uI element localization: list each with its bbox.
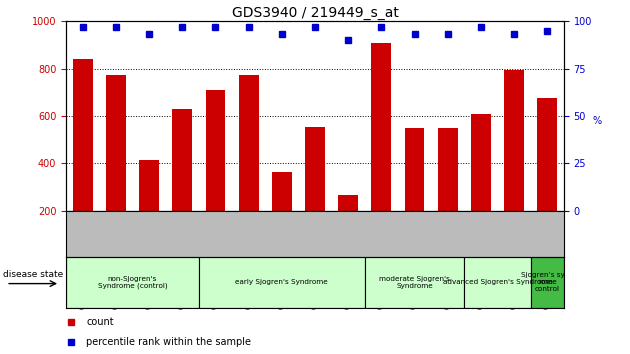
Bar: [404, 128, 425, 258]
Bar: [239, 74, 258, 258]
Text: non-Sjogren's
Syndrome (control): non-Sjogren's Syndrome (control): [98, 275, 168, 289]
Text: disease state: disease state: [3, 270, 64, 279]
Bar: [272, 172, 292, 258]
Y-axis label: %: %: [593, 116, 602, 126]
Bar: [464, 257, 530, 308]
Bar: [504, 70, 524, 258]
Bar: [106, 74, 126, 258]
Title: GDS3940 / 219449_s_at: GDS3940 / 219449_s_at: [232, 6, 398, 20]
Bar: [73, 59, 93, 258]
Bar: [530, 257, 564, 308]
Bar: [438, 128, 457, 258]
Bar: [338, 195, 358, 258]
Text: Sjogren’s synd
rome
control: Sjogren’s synd rome control: [521, 272, 574, 292]
Bar: [365, 257, 464, 308]
Bar: [471, 114, 491, 258]
Text: early Sjogren's Syndrome: early Sjogren's Syndrome: [236, 279, 328, 285]
Text: moderate Sjogren's
Syndrome: moderate Sjogren's Syndrome: [379, 276, 450, 289]
Bar: [372, 42, 391, 258]
Bar: [537, 98, 557, 258]
Text: count: count: [86, 318, 113, 327]
Bar: [173, 109, 192, 258]
Bar: [139, 160, 159, 258]
Bar: [305, 127, 325, 258]
Bar: [66, 257, 199, 308]
Text: advanced Sjogren's Syndrome: advanced Sjogren's Syndrome: [442, 279, 553, 285]
Bar: [199, 257, 365, 308]
Bar: [205, 90, 226, 258]
Text: percentile rank within the sample: percentile rank within the sample: [86, 337, 251, 347]
